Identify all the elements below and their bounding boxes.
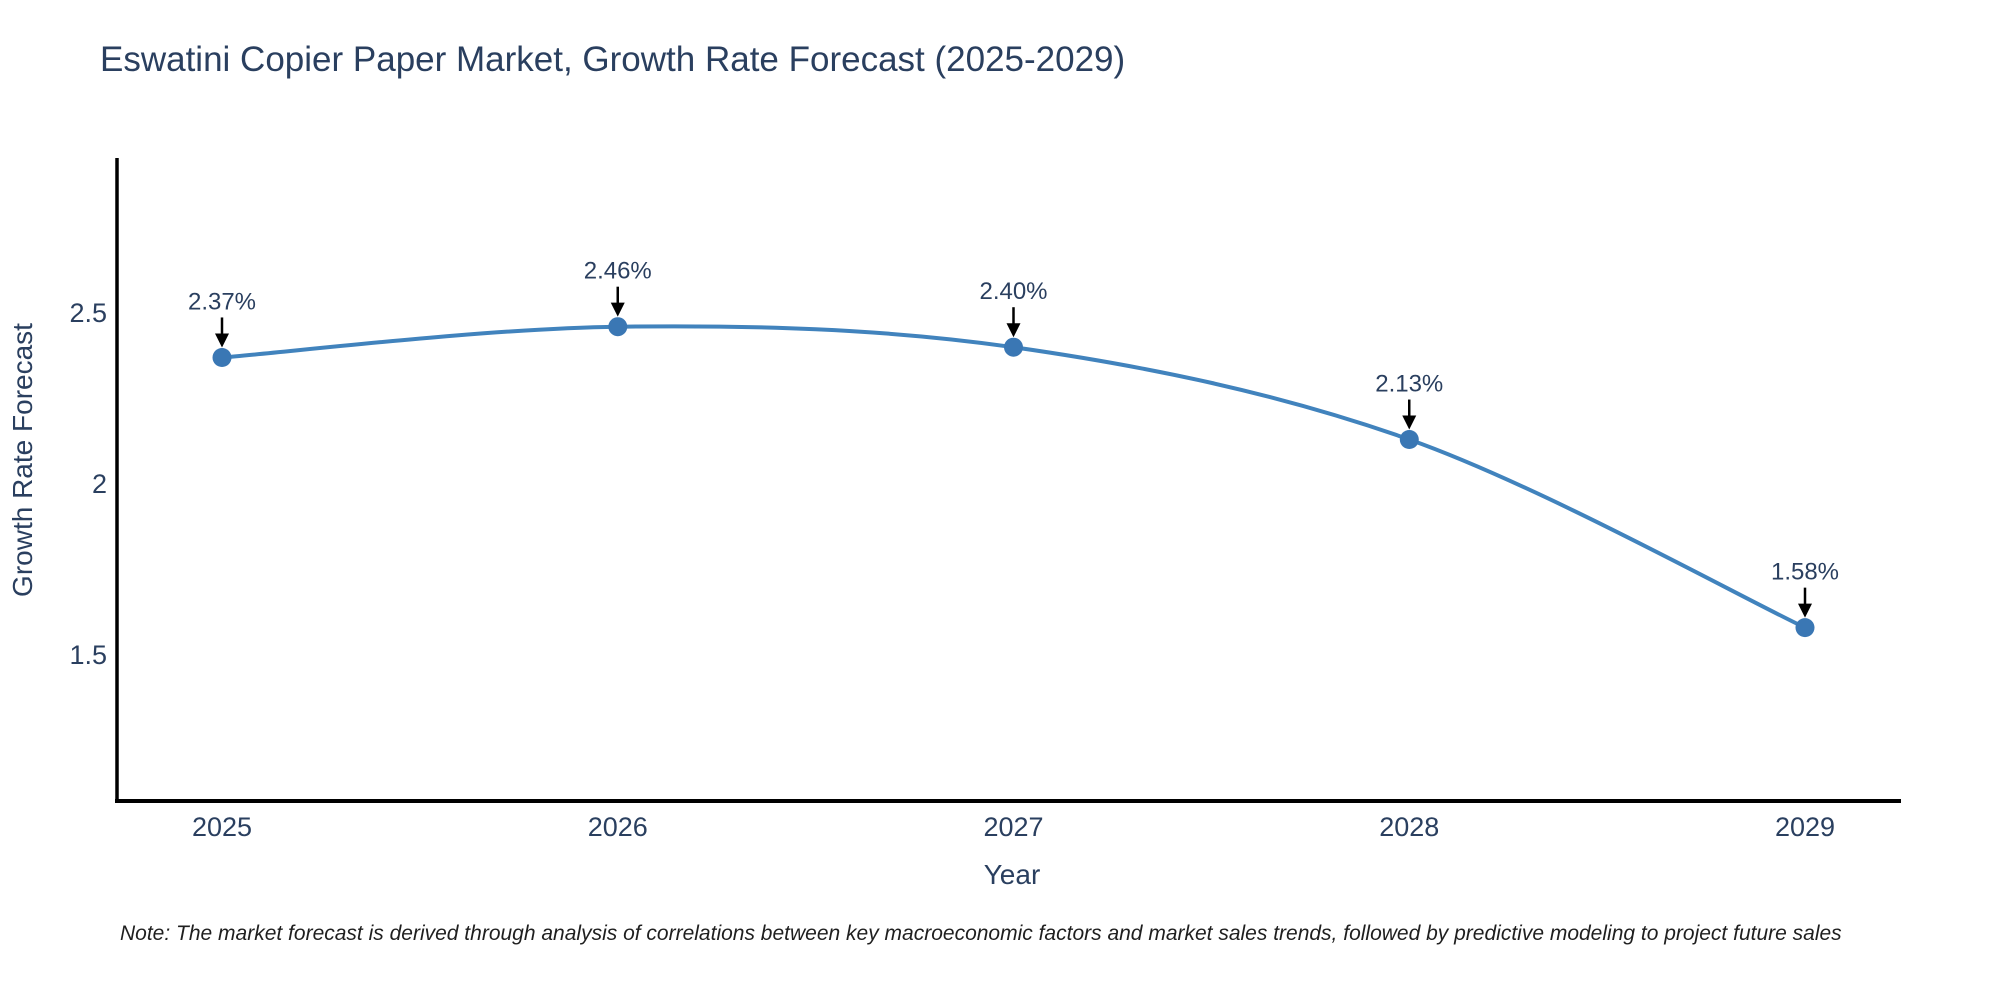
- point-value-label: 2.40%: [979, 278, 1047, 305]
- point-value-label: 2.13%: [1375, 371, 1443, 398]
- x-tick-label: 2027: [983, 812, 1043, 842]
- point-value-label: 2.37%: [188, 288, 256, 315]
- x-tick-label: 2028: [1379, 812, 1439, 842]
- chart-title: Eswatini Copier Paper Market, Growth Rat…: [100, 40, 1126, 79]
- y-tick-labels: 1.5 2 2.5: [69, 298, 107, 670]
- point-annotations: 2.37% 2.46% 2.40% 2.13% 1.58%: [188, 258, 1839, 618]
- data-point-marker: [1795, 618, 1815, 638]
- x-axis-title: Year: [984, 859, 1041, 890]
- y-tick-label: 2: [92, 469, 107, 499]
- chart-note: Note: The market forecast is derived thr…: [120, 922, 1842, 945]
- annotation-arrowhead: [1798, 603, 1812, 618]
- data-point-marker: [1004, 337, 1023, 357]
- data-point-marker: [212, 348, 232, 367]
- annotation-arrowhead: [610, 302, 625, 317]
- y-axis-title: Growth Rate Forecast: [7, 323, 38, 597]
- data-point-marker: [1399, 430, 1419, 449]
- point-value-label: 2.46%: [584, 258, 652, 285]
- x-tick-label: 2026: [588, 812, 648, 842]
- point-value-label: 1.58%: [1771, 559, 1839, 586]
- forecast-line: [220, 324, 1807, 630]
- data-point-marker: [608, 317, 628, 337]
- annotation-arrowhead: [215, 333, 229, 348]
- annotation-arrowhead: [1402, 415, 1417, 430]
- x-tick-label: 2029: [1775, 812, 1835, 842]
- series-line: [212, 317, 1815, 638]
- annotation-arrowhead: [1006, 323, 1021, 338]
- x-tick-labels: 2025 2026 2027 2028 2029: [192, 812, 1835, 842]
- x-tick-label: 2025: [192, 812, 252, 842]
- y-tick-label: 1.5: [69, 640, 107, 670]
- y-tick-label: 2.5: [69, 298, 107, 328]
